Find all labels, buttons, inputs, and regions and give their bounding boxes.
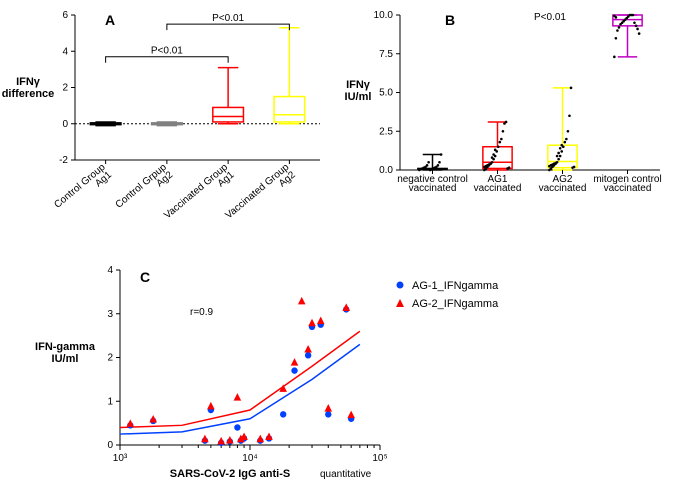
panel-c-ylabel: IU/ml [52, 353, 79, 365]
svg-text:4: 4 [62, 46, 68, 57]
panel-b-letter: B [445, 12, 455, 28]
panel-b-pval: P<0.01 [534, 12, 566, 23]
svg-text:2.5: 2.5 [379, 126, 393, 137]
panel-a-ylabel: difference [2, 88, 55, 100]
svg-text:6: 6 [62, 10, 68, 21]
svg-text:Vaccinated Group: Vaccinated Group [162, 162, 230, 222]
svg-text:vaccinated: vaccinated [604, 183, 652, 194]
panel-a-pval-1: P<0.01 [151, 46, 183, 57]
svg-text:vaccinated: vaccinated [409, 183, 457, 194]
svg-text:-2: -2 [59, 155, 68, 166]
svg-text:3: 3 [107, 309, 113, 320]
svg-text:2: 2 [62, 83, 68, 94]
svg-text:1: 1 [107, 396, 113, 407]
svg-text:0: 0 [62, 119, 68, 130]
panel-c-legend: AG-1_IFNgamma AG-2_IFNgamma [396, 280, 499, 310]
panel-b-ylabel: IU/ml [345, 91, 372, 103]
svg-text:vaccinated: vaccinated [474, 183, 522, 194]
svg-text:10⁵: 10⁵ [372, 453, 387, 464]
legend-item-1: AG-1_IFNgamma [412, 280, 499, 292]
panel-c-rlabel: r=0.9 [190, 307, 214, 318]
svg-text:2: 2 [107, 353, 113, 364]
panel-a-ylabel: IFNγ [16, 76, 41, 88]
svg-text:5.0: 5.0 [379, 88, 393, 99]
svg-text:4: 4 [107, 265, 113, 276]
panel-c-ylabel: IFN-gamma [35, 341, 96, 353]
svg-text:10³: 10³ [113, 453, 128, 464]
svg-text:10.0: 10.0 [374, 10, 394, 21]
panel-c: 0 1 2 3 4 10³ 10⁴ 10⁵ IFN-gammaIU/ml SARS-CoV-2 I… [30, 255, 530, 503]
panel-c-xlabel-suffix: quantitative [320, 469, 372, 480]
panel-a-letter: A [105, 12, 115, 28]
panel-b-ylabel: IFNγ [346, 79, 371, 91]
svg-text:vaccinated: vaccinated [539, 183, 587, 194]
svg-text:10⁴: 10⁴ [242, 453, 257, 464]
svg-text:0: 0 [107, 440, 113, 451]
legend-item-2: AG-2_IFNgamma [412, 298, 499, 310]
svg-text:0.0: 0.0 [379, 165, 393, 176]
panel-a-pval-2: P<0.01 [212, 13, 244, 24]
panel-b: 0.02.55.07.510.0IFNγIU/mlBP<0.01negative… [340, 0, 676, 250]
svg-text:7.5: 7.5 [379, 49, 393, 60]
panel-a: -20246IFNγdifferenceAControl GroupAg1Con… [0, 0, 340, 250]
panel-c-letter: C [140, 269, 150, 285]
svg-text:Vaccinated Group: Vaccinated Group [223, 162, 291, 222]
panel-c-xlabel: SARS-CoV-2 IgG anti-S [170, 468, 290, 480]
